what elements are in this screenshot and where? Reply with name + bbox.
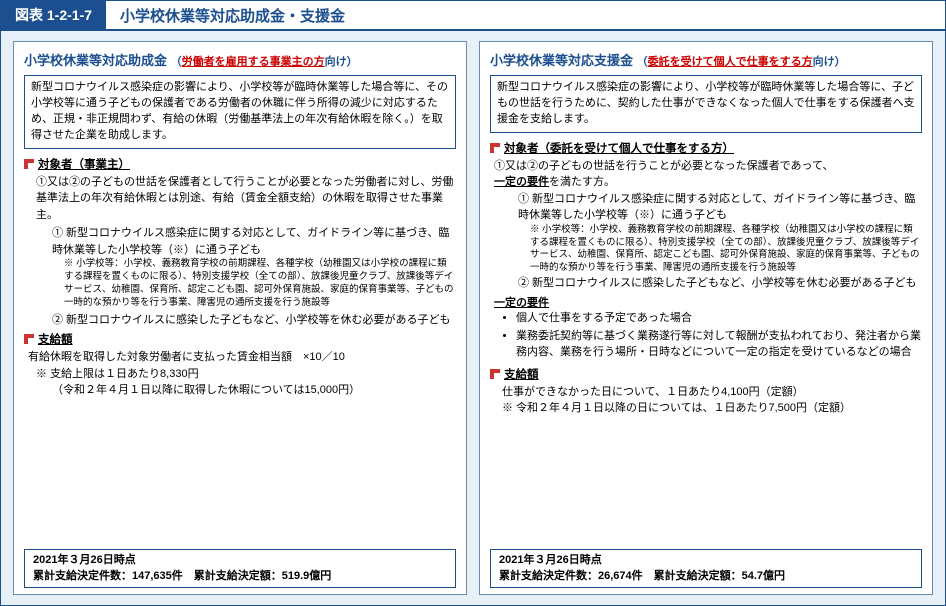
left-title-sub: （労働者を雇用する事業主の方向け） [171, 56, 358, 68]
right-footer-date: 2021年３月26日時点 [499, 553, 913, 568]
left-panel: 小学校休業等対応助成金 （労働者を雇用する事業主の方向け） 新型コロナウイルス感… [13, 41, 467, 595]
figure-title: 小学校休業等対応助成金・支援金 [106, 1, 359, 29]
right-item1: ① 新型コロナウイルス感染症に関する対応として、ガイドライン等に基づき、臨時休業… [490, 191, 922, 224]
right-title: 小学校休業等対応支援金 （委託を受けて個人で仕事をする方向け） [490, 50, 922, 69]
right-target-intro: ①又は②の子どもの世話を行うことが必要となった保護者であって、 一定の要件を満た… [490, 158, 922, 191]
right-req-list: 個人で仕事をする予定であった場合 業務委託契約等に基づく業務遂行等に対して報酬が… [490, 311, 922, 363]
square-icon [24, 334, 34, 344]
left-footer: 2021年３月26日時点 累計支給決定件数：147,635件 累計支給決定額：5… [24, 549, 456, 588]
left-amount-note1: ※ 支給上限は１日あたり8,330円 [24, 366, 456, 383]
left-footer-stats: 累計支給決定件数：147,635件 累計支給決定額：519.9億円 [33, 569, 447, 584]
figure-body: 小学校休業等対応助成金 （労働者を雇用する事業主の方向け） 新型コロナウイルス感… [1, 31, 945, 605]
left-title-main: 小学校休業等対応助成金 [24, 53, 167, 68]
right-target-heading: 対象者（委託を受けて個人で仕事をする方） [490, 140, 922, 156]
square-icon [24, 159, 34, 169]
figure-label: 図表 1-2-1-7 [1, 1, 106, 29]
right-panel: 小学校休業等対応支援金 （委託を受けて個人で仕事をする方向け） 新型コロナウイル… [479, 41, 933, 595]
left-amount-heading: 支給額 [24, 331, 456, 347]
right-title-sub: （委託を受けて個人で仕事をする方向け） [637, 56, 846, 68]
right-footer: 2021年３月26日時点 累計支給決定件数：26,674件 累計支給決定額：54… [490, 549, 922, 588]
right-req-heading: 一定の要件 [490, 295, 922, 312]
left-target-heading: 対象者（事業主） [24, 156, 456, 172]
left-title: 小学校休業等対応助成金 （労働者を雇用する事業主の方向け） [24, 50, 456, 69]
right-req1: 個人で仕事をする予定であった場合 [516, 311, 922, 327]
right-amount-heading: 支給額 [490, 366, 922, 382]
right-amount-note: ※ 令和２年４月１日以降の日については、１日あたり7,500円（定額） [490, 400, 922, 417]
left-target-intro: ①又は②の子どもの世話を保護者として行うことが必要となった労働者に対し、労働基準… [24, 174, 456, 224]
right-item2: ② 新型コロナウイルスに感染した子どもなど、小学校等を休む必要がある子ども [490, 275, 922, 292]
right-footer-stats: 累計支給決定件数：26,674件 累計支給決定額：54.7億円 [499, 569, 913, 584]
left-intro: 新型コロナウイルス感染症の影響により、小学校等が臨時休業等した場合等に、その小学… [24, 75, 456, 149]
right-intro: 新型コロナウイルス感染症の影響により、小学校等が臨時休業等した場合等に、子どもの… [490, 75, 922, 133]
left-amount-line: 有給休暇を取得した対象労働者に支払った賃金相当額 ×10／10 [24, 349, 456, 366]
square-icon [490, 143, 500, 153]
left-item1-note: ※ 小学校等：小学校、義務教育学校の前期課程、各種学校（幼稚園又は小学校の課程に… [24, 258, 456, 309]
right-title-main: 小学校休業等対応支援金 [490, 53, 633, 68]
left-amount-note2: （令和２年４月１日以降に取得した休暇については15,000円） [24, 382, 456, 399]
left-footer-date: 2021年３月26日時点 [33, 553, 447, 568]
square-icon [490, 369, 500, 379]
right-amount-line: 仕事ができなかった日について、１日あたり4,100円（定額） [490, 384, 922, 401]
left-item1: ① 新型コロナウイルス感染症に関する対応として、ガイドライン等に基づき、臨時休業… [24, 225, 456, 258]
left-item2: ② 新型コロナウイルスに感染した子どもなど、小学校等を休む必要がある子ども [24, 312, 456, 329]
figure-header: 図表 1-2-1-7 小学校休業等対応助成金・支援金 [1, 1, 945, 31]
right-item1-note: ※ 小学校等：小学校、義務教育学校の前期課程、各種学校（幼稚園又は小学校の課程に… [490, 224, 922, 275]
right-req2: 業務委託契約等に基づく業務遂行等に対して報酬が支払われており、発注者から業務内容… [516, 329, 922, 361]
figure-container: 図表 1-2-1-7 小学校休業等対応助成金・支援金 小学校休業等対応助成金 （… [0, 0, 946, 606]
